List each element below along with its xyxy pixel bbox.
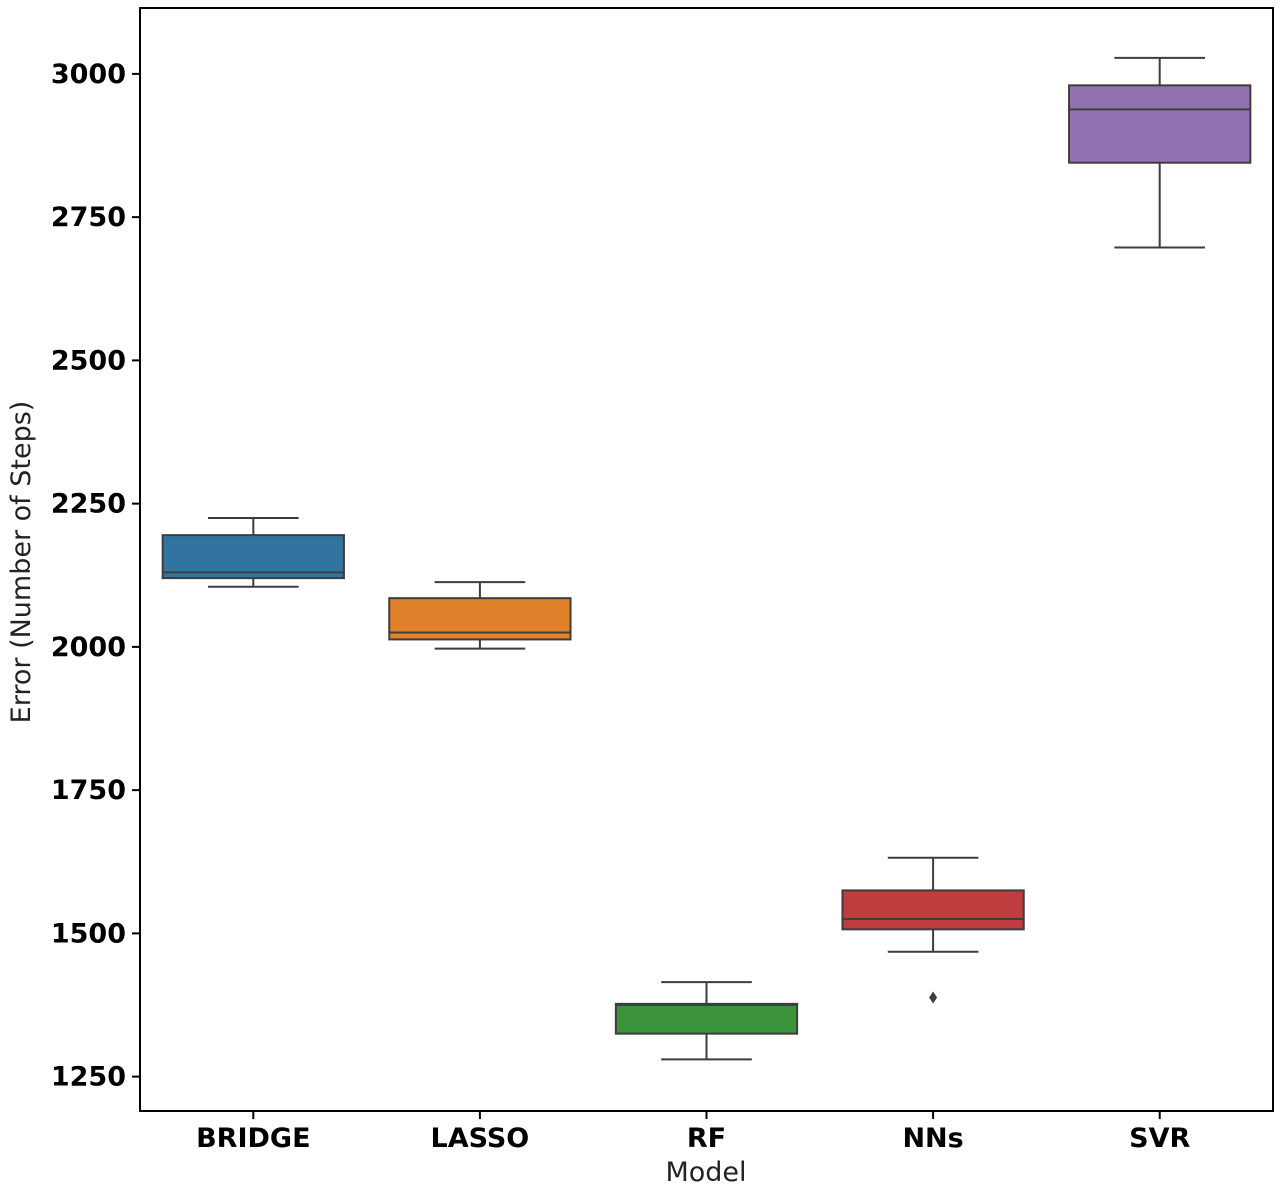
iqr-box — [841, 889, 1025, 931]
y-tick-label: 2250 — [51, 489, 126, 520]
box-svr — [1068, 56, 1252, 249]
x-tick-label: SVR — [1129, 1123, 1190, 1154]
y-tick-label: 2750 — [51, 202, 126, 233]
x-tick-label: NNs — [902, 1123, 963, 1154]
x-axis-ticks: BRIDGE LASSO RF NNs SVR — [196, 1111, 1190, 1154]
x-tick-label: LASSO — [431, 1123, 530, 1154]
x-tick-label: BRIDGE — [196, 1123, 310, 1154]
y-tick-label: 3000 — [51, 59, 126, 90]
y-tick-label: 2500 — [51, 345, 126, 376]
x-tick-label: RF — [687, 1123, 726, 1154]
outlier-point — [929, 991, 938, 1004]
iqr-box — [1068, 84, 1252, 164]
y-tick-label: 2000 — [51, 632, 126, 663]
box-rf — [614, 981, 799, 1061]
y-tick-label: 1250 — [51, 1062, 126, 1093]
box-nns — [841, 856, 1025, 1004]
iqr-box — [161, 534, 345, 580]
box-lasso — [388, 581, 572, 650]
box-bridge — [161, 516, 345, 588]
iqr-box — [614, 1002, 799, 1035]
y-tick-label: 1500 — [51, 918, 126, 949]
y-axis-label: Error (Number of Steps) — [6, 401, 37, 724]
boxes-layer — [161, 56, 1252, 1061]
y-tick-label: 1750 — [51, 775, 126, 806]
y-axis-ticks: 1250 1500 1750 2000 2250 2500 2750 3000 — [51, 59, 140, 1093]
x-axis-label: Model — [665, 1157, 746, 1188]
